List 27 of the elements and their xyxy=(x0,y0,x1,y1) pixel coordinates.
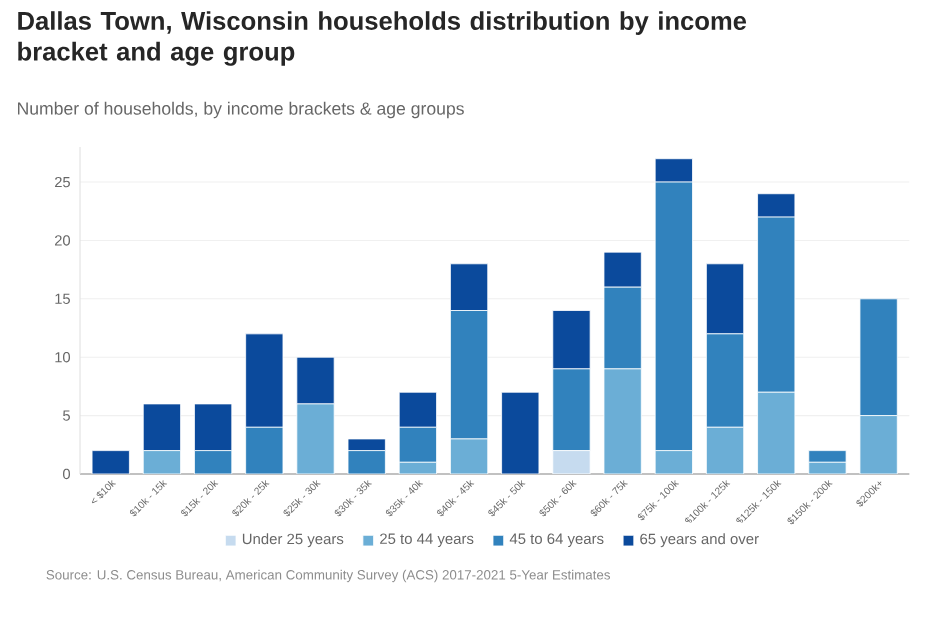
bar xyxy=(808,450,847,463)
bar xyxy=(348,450,386,474)
bar xyxy=(142,403,181,452)
bar xyxy=(398,391,437,428)
bar xyxy=(501,391,540,474)
bar xyxy=(296,356,335,405)
bar xyxy=(757,216,796,393)
bar xyxy=(552,310,591,370)
bar xyxy=(654,158,693,183)
bar xyxy=(603,251,642,288)
bar xyxy=(654,181,693,452)
chart-subtitle: Number of households, by income brackets & age groups xyxy=(18,101,464,119)
bar xyxy=(603,286,642,370)
bar xyxy=(245,426,284,474)
bar xyxy=(194,450,232,474)
bar xyxy=(859,298,898,416)
bar xyxy=(450,310,489,440)
chart-title: Dallas Town, Wisconsin households distribution by income bracket and age group xyxy=(18,11,747,66)
bar xyxy=(245,333,284,428)
bar xyxy=(92,450,130,474)
bar xyxy=(450,263,489,311)
bar xyxy=(757,193,796,218)
bar xyxy=(705,333,745,428)
bar xyxy=(194,403,233,452)
bar xyxy=(398,426,437,463)
bar xyxy=(705,263,745,335)
bar xyxy=(552,368,591,452)
